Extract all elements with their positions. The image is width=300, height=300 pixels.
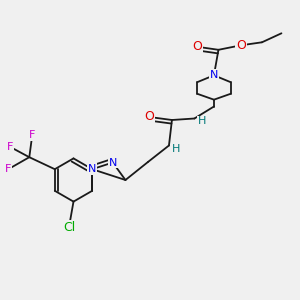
Text: Cl: Cl: [63, 220, 75, 234]
Text: O: O: [145, 110, 154, 124]
Text: O: O: [193, 40, 202, 53]
Text: F: F: [29, 130, 35, 140]
Text: N: N: [88, 164, 96, 174]
Text: F: F: [5, 164, 11, 174]
Text: N: N: [88, 164, 96, 174]
Text: N: N: [109, 158, 117, 167]
Text: H: H: [172, 143, 181, 154]
Text: N: N: [210, 70, 218, 80]
Text: F: F: [7, 142, 13, 152]
Text: O: O: [236, 39, 246, 52]
Text: H: H: [198, 116, 206, 127]
